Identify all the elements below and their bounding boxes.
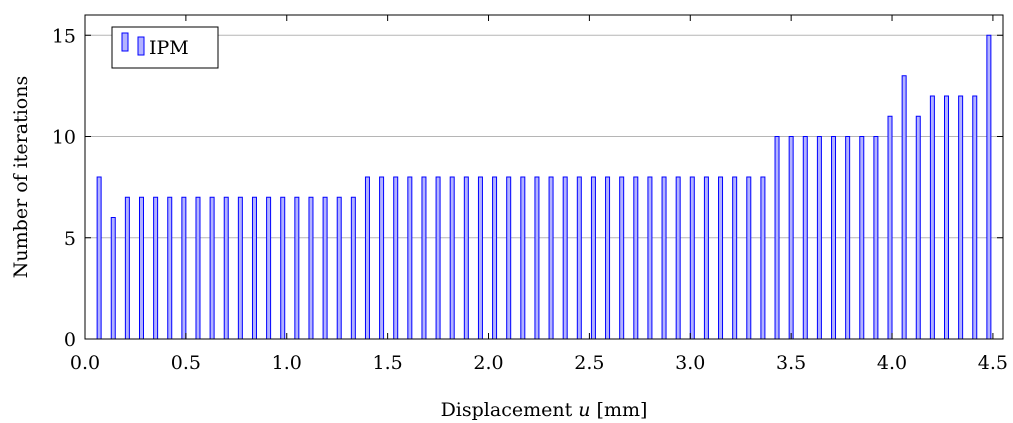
bar (576, 176, 582, 340)
legend-swatch (121, 32, 129, 52)
bar (633, 176, 639, 340)
legend-label: IPM (149, 37, 189, 59)
bar (435, 176, 441, 340)
bar (774, 136, 780, 340)
x-tick-label: 1.0 (272, 352, 302, 374)
x-tick-label: 3.5 (776, 352, 806, 374)
plot-frame (84, 14, 1004, 340)
bar (280, 196, 286, 340)
y-tick-label: 0 (64, 329, 76, 351)
bar (520, 176, 526, 340)
bar (590, 176, 596, 340)
bar (703, 176, 709, 340)
legend: IPM (111, 26, 219, 69)
bar (124, 196, 130, 340)
bar (237, 196, 243, 340)
bar (958, 95, 964, 340)
bar (407, 176, 413, 340)
grid-lines (85, 34, 1003, 239)
y-tick-label: 15 (52, 25, 76, 47)
bar (647, 176, 653, 340)
y-tick-label: 5 (64, 228, 76, 250)
bar (619, 176, 625, 340)
x-tick-label: 2.5 (574, 352, 604, 374)
bar (915, 115, 921, 340)
bar (492, 176, 498, 340)
bar (463, 176, 469, 340)
bar (138, 196, 144, 340)
bar (322, 196, 328, 340)
x-axis: 0.0 0.5 1.0 1.5 2.0 2.5 3.0 3.5 4.0 4.5 (70, 15, 1008, 374)
bar (195, 196, 201, 340)
bar (223, 196, 229, 340)
x-tick-label: 4.0 (877, 352, 907, 374)
bar (110, 217, 116, 340)
bar (266, 196, 272, 340)
bar (661, 176, 667, 340)
bars (96, 34, 992, 340)
legend-swatch (137, 36, 145, 56)
bar (167, 196, 173, 340)
x-axis-title-variable: u (578, 399, 590, 421)
bar (929, 95, 935, 340)
bar (718, 176, 724, 340)
bar (534, 176, 540, 340)
y-axis-title: Number of iterations (10, 76, 32, 278)
bar (788, 136, 794, 340)
bar (972, 95, 978, 340)
bar (831, 136, 837, 340)
x-axis-title: Displacement u [mm] (441, 399, 648, 421)
bar (562, 176, 568, 340)
bar (816, 136, 822, 340)
bar (887, 115, 893, 340)
bar (986, 34, 992, 340)
bar (379, 176, 385, 340)
x-axis-title-unit: [mm] (591, 399, 648, 421)
y-axis: 0 5 10 15 (52, 25, 1003, 351)
bar (605, 176, 611, 340)
bar (548, 176, 554, 340)
x-tick-label: 3.0 (675, 352, 705, 374)
x-tick-label: 4.5 (978, 352, 1008, 374)
x-tick-label: 0.5 (171, 352, 201, 374)
x-tick-label: 2.0 (473, 352, 503, 374)
bar (350, 196, 356, 340)
y-tick-label: 10 (52, 127, 76, 149)
bar (802, 136, 808, 340)
bar (675, 176, 681, 340)
bar (845, 136, 851, 340)
bar (746, 176, 752, 340)
bar (689, 176, 695, 340)
bar (96, 176, 102, 340)
bar (308, 196, 314, 340)
bar (421, 176, 427, 340)
bar (477, 176, 483, 340)
bar (364, 176, 370, 340)
bar (393, 176, 399, 340)
bar (760, 176, 766, 340)
bar (181, 196, 187, 340)
bar (251, 196, 257, 340)
bar (336, 196, 342, 340)
bar (449, 176, 455, 340)
legend-box (111, 26, 219, 69)
x-tick-label: 1.5 (373, 352, 403, 374)
bar (209, 196, 215, 340)
bar (901, 75, 907, 340)
bar (732, 176, 738, 340)
x-axis-title-text: Displacement (441, 399, 579, 421)
bar (506, 176, 512, 340)
bar (859, 136, 865, 340)
bar (873, 136, 879, 340)
x-tick-label: 0.0 (70, 352, 100, 374)
bar (153, 196, 159, 340)
bar (944, 95, 950, 340)
bar (294, 196, 300, 340)
